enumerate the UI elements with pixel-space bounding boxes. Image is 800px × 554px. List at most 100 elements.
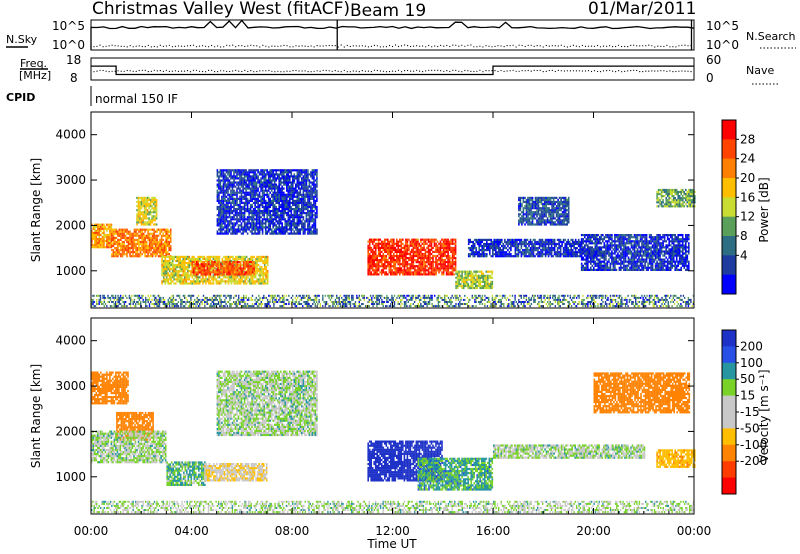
freq-right-tick-top: 60 bbox=[706, 53, 721, 67]
velocity-colorbar-tick-1: 100 bbox=[740, 356, 763, 370]
vel-data-near-range-scatter bbox=[91, 500, 695, 514]
power-colorbar-swatch-0 bbox=[722, 120, 736, 140]
noise-right-tick-top: 10^5 bbox=[706, 19, 739, 33]
noise-left-label: N.Sky bbox=[6, 33, 38, 46]
velocity-colorbar-tick-0: 200 bbox=[740, 339, 763, 353]
power-colorbar-tick-1: 24 bbox=[740, 152, 755, 166]
velocity-colorbar-swatch-3 bbox=[722, 379, 736, 397]
vel-data-region-8 bbox=[493, 444, 646, 459]
noise-right-label: N.Search bbox=[746, 30, 796, 43]
vel-data-region-10 bbox=[656, 449, 696, 468]
freq-left-tick-top: 18 bbox=[66, 53, 81, 67]
velocity-heatmap bbox=[91, 370, 696, 514]
velocity-colorbar-tick-6: -100 bbox=[740, 438, 767, 452]
power-data-region-5 bbox=[216, 169, 318, 235]
freq-left-label-1: Freq. bbox=[20, 57, 47, 70]
beam-label: Beam 19 bbox=[350, 1, 426, 21]
noise-left-tick-top: 10^5 bbox=[52, 19, 85, 33]
velocity-ytick-0: 4000 bbox=[55, 334, 86, 348]
velocity-colorbar-swatch-0 bbox=[722, 330, 736, 347]
freq-left-tick-bottom: 8 bbox=[70, 71, 78, 85]
velocity-colorbar-swatch-1 bbox=[722, 346, 736, 364]
velocity-colorbar-swatch-5 bbox=[722, 412, 736, 429]
velocity-ytick-1: 3000 bbox=[55, 379, 86, 393]
vel-data-region-2 bbox=[91, 430, 167, 464]
power-colorbar-tick-2: 20 bbox=[740, 171, 755, 185]
x-tick-1: 04:00 bbox=[174, 524, 209, 538]
vel-data-region-5 bbox=[216, 370, 318, 437]
power-data-region-9 bbox=[580, 234, 690, 271]
velocity-colorbar-tick-2: 50 bbox=[740, 372, 755, 386]
power-data-region-1 bbox=[111, 228, 172, 258]
velocity-colorbar-swatch-9 bbox=[722, 477, 736, 495]
freq-right-tick-bottom: 0 bbox=[706, 71, 714, 85]
velocity-colorbar-tick-5: -50 bbox=[740, 421, 760, 435]
power-panel: 4000 3000 2000 1000 Slant Range [km] 28 24 20… bbox=[29, 111, 771, 309]
freq-left-label-2: [MHz] bbox=[19, 69, 51, 82]
power-ytick-0: 4000 bbox=[55, 128, 86, 142]
noise-panel: N.Sky 10^5 10^0 10^5 10^0 N.Search bbox=[6, 19, 796, 52]
vel-data-region-0 bbox=[91, 371, 129, 405]
power-data-region-2 bbox=[136, 196, 158, 226]
x-axis-label: Time UT bbox=[366, 537, 417, 551]
noise-left-tick-bottom: 10^0 bbox=[52, 38, 85, 52]
power-data-near-range-scatter bbox=[91, 294, 695, 308]
power-colorbar-tick-6: 4 bbox=[740, 248, 748, 262]
power-colorbar-swatch-5 bbox=[722, 216, 736, 237]
cpid-value: normal 150 IF bbox=[95, 92, 178, 106]
x-tick-0: 00:00 bbox=[74, 524, 109, 538]
velocity-panel: 4000 3000 2000 1000 Slant Range [km] 200 100… bbox=[29, 317, 771, 515]
velocity-colorbar-swatch-2 bbox=[722, 362, 736, 380]
power-ylabel: Slant Range [km] bbox=[29, 158, 43, 262]
power-colorbar-swatch-4 bbox=[722, 197, 736, 218]
date-label: 01/Mar/2011 bbox=[588, 0, 696, 19]
velocity-colorbar-swatch-7 bbox=[722, 444, 736, 462]
power-colorbar-swatch-3 bbox=[722, 178, 736, 198]
vel-data-region-3 bbox=[166, 461, 206, 486]
chart-title: Christmas Valley West (fitACF) bbox=[92, 0, 350, 19]
velocity-ytick-3: 1000 bbox=[55, 470, 86, 484]
noise-sky-line bbox=[90, 19, 695, 50]
x-tick-3: 12:00 bbox=[375, 524, 410, 538]
x-tick-2: 08:00 bbox=[275, 524, 310, 538]
power-colorbar-swatch-7 bbox=[722, 255, 736, 276]
vel-data-region-9 bbox=[593, 372, 691, 414]
power-ytick-3: 1000 bbox=[55, 264, 86, 278]
x-tick-6: 00:00 bbox=[677, 524, 712, 538]
velocity-ytick-2: 2000 bbox=[55, 424, 86, 438]
power-data-region-0 bbox=[91, 223, 113, 249]
power-heatmap bbox=[91, 169, 696, 308]
vel-data-region-4 bbox=[204, 463, 268, 482]
velocity-colorbar-swatch-6 bbox=[722, 428, 736, 446]
noise-sky-path bbox=[90, 19, 695, 50]
power-data-region-6 bbox=[367, 238, 457, 276]
freq-line bbox=[90, 65, 694, 76]
power-colorbar-label: Power [dB] bbox=[757, 177, 771, 242]
power-ytick-2: 2000 bbox=[55, 218, 86, 232]
noise-right-tick-bottom: 10^0 bbox=[706, 38, 739, 52]
power-colorbar-swatch-6 bbox=[722, 236, 736, 256]
velocity-colorbar-tick-7: -200 bbox=[740, 454, 767, 468]
power-colorbar-swatch-1 bbox=[722, 139, 736, 160]
power-ytick-1: 3000 bbox=[55, 173, 86, 187]
velocity-colorbar-swatch-8 bbox=[722, 461, 736, 479]
x-axis: 00:00 04:00 08:00 12:00 16:00 20:00 00:00 bbox=[74, 112, 712, 538]
freq-panel: Freq. [MHz] 18 8 60 0 Nave bbox=[19, 53, 778, 85]
x-tick-4: 16:00 bbox=[476, 524, 511, 538]
power-colorbar-swatch-2 bbox=[722, 158, 736, 179]
power-data-region-7 bbox=[455, 270, 494, 290]
power-colorbar: 28 24 20 16 12 8 4 bbox=[721, 119, 755, 295]
velocity-colorbar-tick-4: -15 bbox=[740, 405, 760, 419]
vel-data-region-7 bbox=[417, 457, 494, 491]
freq-path bbox=[91, 65, 694, 76]
power-data-region-11 bbox=[656, 188, 696, 208]
power-colorbar-tick-4: 12 bbox=[740, 210, 755, 224]
velocity-ylabel: Slant Range [km] bbox=[29, 364, 43, 468]
power-colorbar-tick-5: 8 bbox=[740, 229, 748, 243]
cpid-label: CPID bbox=[6, 91, 35, 104]
power-colorbar-tick-3: 16 bbox=[740, 190, 755, 204]
velocity-colorbar-tick-3: 15 bbox=[740, 389, 755, 403]
velocity-colorbar-label: Velocity [m s⁻¹] bbox=[757, 369, 771, 462]
power-data-region-4 bbox=[191, 261, 255, 276]
